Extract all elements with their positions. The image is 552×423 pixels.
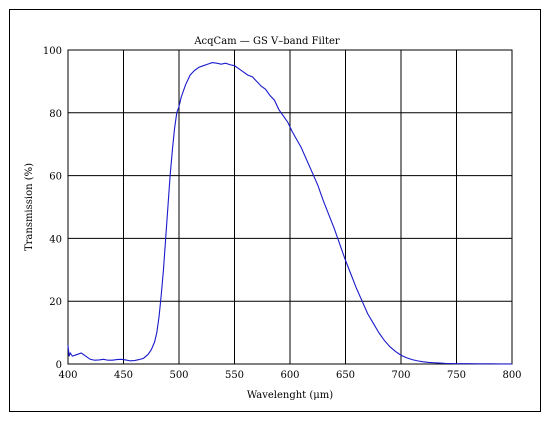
y-tick-label: 0: [56, 360, 62, 371]
x-tick-label: 400: [58, 370, 77, 381]
chart-svg: AcqCam — GS V–band Filter 400 450 500 550 60…: [24, 36, 522, 401]
y-tick-label: 80: [49, 109, 62, 120]
chart-frame: AcqCam — GS V–band Filter 400 450 500 550 60…: [9, 9, 541, 412]
y-tick-label: 20: [49, 297, 62, 308]
grid-lines: [68, 50, 512, 364]
x-tick-label: 700: [391, 370, 410, 381]
y-tick-label: 60: [49, 172, 62, 183]
x-tick-label: 550: [225, 370, 244, 381]
x-axis: 400 450 500 550 600 650 700 750 800: [58, 370, 521, 381]
x-tick-label: 750: [447, 370, 466, 381]
chart-title: AcqCam — GS V–band Filter: [193, 36, 340, 47]
x-tick-label: 500: [169, 370, 188, 381]
x-tick-label: 650: [336, 370, 355, 381]
x-axis-title: Wavelenght (μm): [247, 390, 333, 401]
y-tick-label: 100: [43, 46, 62, 57]
x-tick-label: 800: [502, 370, 521, 381]
y-axis: 0 20 40 60 80 100: [43, 46, 62, 371]
x-tick-label: 600: [280, 370, 299, 381]
y-tick-label: 40: [49, 234, 62, 245]
series-line: [67, 61, 512, 365]
y-axis-title: Transmission (%): [24, 163, 35, 251]
x-tick-label: 450: [114, 370, 133, 381]
